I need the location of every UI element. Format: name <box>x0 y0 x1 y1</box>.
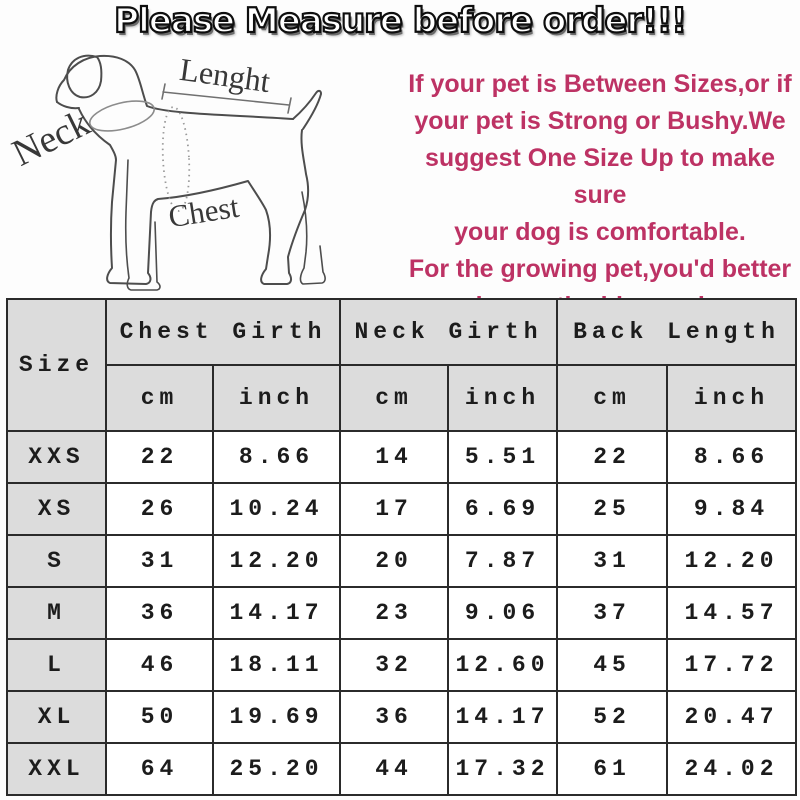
table-cell: 10.24 <box>211 482 342 536</box>
neck-girth-loop <box>89 100 155 132</box>
length-label: Lenght <box>178 52 273 99</box>
table-row: XXL 64 25.20 44 17.32 61 24.02 <box>6 742 798 796</box>
table-cell: 46 <box>105 638 214 692</box>
col-header-neck-girth: Neck Girth <box>339 298 559 366</box>
size-label: XS <box>6 482 107 536</box>
unit-header: inch <box>447 364 559 432</box>
page-title: Please Measure before order!!! <box>113 0 688 42</box>
table-cell: 25 <box>556 482 669 536</box>
table-cell: 50 <box>105 690 214 744</box>
advice-line: your dog is comfortable. <box>454 218 746 246</box>
length-measure-line <box>161 83 292 114</box>
table-row: L 46 18.11 32 12.60 45 17.72 <box>6 638 798 692</box>
dog-measurement-diagram: Neck Lenght Chest <box>6 52 326 291</box>
table-cell: 17.72 <box>666 638 798 692</box>
table-cell: 20 <box>339 534 450 588</box>
size-label: L <box>6 638 107 692</box>
table-cell: 17.32 <box>447 742 559 796</box>
chest-label: Chest <box>166 189 242 235</box>
advice-line: your pet is Strong or Bushy.We <box>414 107 786 135</box>
unit-header: cm <box>556 364 669 432</box>
table-cell: 37 <box>556 586 669 640</box>
table-row: XS 26 10.24 17 6.69 25 9.84 <box>6 482 798 536</box>
col-header-back-length: Back Length <box>556 298 798 366</box>
table-cell: 8.66 <box>211 430 342 484</box>
table-cell: 36 <box>339 690 450 744</box>
table-cell: 14.57 <box>666 586 798 640</box>
table-cell: 61 <box>556 742 669 796</box>
col-header-size: Size <box>6 298 107 432</box>
dog-ear <box>66 54 103 99</box>
size-table: Size Chest Girth Neck Girth Back Length … <box>6 298 798 796</box>
table-cell: 64 <box>105 742 214 796</box>
table-row: XXS 22 8.66 14 5.51 22 8.66 <box>6 430 798 484</box>
advice-line: If your pet is Between Sizes,or if <box>408 70 792 98</box>
table-cell: 8.66 <box>666 430 798 484</box>
table-cell: 20.47 <box>666 690 798 744</box>
table-cell: 12.60 <box>447 638 559 692</box>
table-cell: 31 <box>556 534 669 588</box>
table-row: XL 50 19.69 36 14.17 52 20.47 <box>6 690 798 744</box>
table-cell: 14.17 <box>211 586 342 640</box>
unit-header: cm <box>105 364 214 432</box>
table-cell: 6.69 <box>447 482 559 536</box>
table-cell: 14 <box>339 430 450 484</box>
table-cell: 23 <box>339 586 450 640</box>
table-cell: 36 <box>105 586 214 640</box>
unit-header: inch <box>666 364 798 432</box>
table-cell: 12.20 <box>211 534 342 588</box>
table-cell: 19.69 <box>211 690 342 744</box>
table-cell: 52 <box>556 690 669 744</box>
table-cell: 24.02 <box>666 742 798 796</box>
table-cell: 22 <box>556 430 669 484</box>
table-cell: 44 <box>339 742 450 796</box>
table-row: M 36 14.17 23 9.06 37 14.57 <box>6 586 798 640</box>
unit-header: inch <box>211 364 342 432</box>
table-cell: 5.51 <box>447 430 559 484</box>
col-header-chest-girth: Chest Girth <box>104 298 342 366</box>
size-label: M <box>6 586 107 640</box>
table-cell: 22 <box>105 430 214 484</box>
size-label: XL <box>6 690 107 744</box>
table-cell: 7.87 <box>447 534 559 588</box>
advice-line: For the growing pet,you'd better <box>408 255 792 283</box>
unit-header: cm <box>339 364 450 432</box>
table-cell: 45 <box>556 638 669 692</box>
dog-far-hind-leg <box>299 191 326 285</box>
dog-outline <box>55 54 294 120</box>
size-label: XXL <box>6 742 107 796</box>
neck-label: Neck <box>6 102 96 175</box>
table-row: S 31 12.20 20 7.87 31 12.20 <box>6 534 798 588</box>
table-cell: 12.20 <box>666 534 798 588</box>
table-cell: 14.17 <box>447 690 559 744</box>
table-cell: 18.11 <box>211 638 342 692</box>
dog-tail <box>292 89 322 130</box>
dog-far-front-leg <box>124 159 161 291</box>
table-cell: 17 <box>339 482 450 536</box>
dog-body-outline <box>56 101 310 285</box>
table-cell: 31 <box>105 534 214 588</box>
table-cell: 26 <box>105 482 214 536</box>
table-cell: 25.20 <box>211 742 342 796</box>
table-cell: 9.06 <box>447 586 559 640</box>
size-label: S <box>6 534 107 588</box>
table-cell: 32 <box>339 638 450 692</box>
sizing-advice: If your pet is Between Sizes,or if your … <box>402 66 798 325</box>
table-cell: 9.84 <box>666 482 798 536</box>
advice-line: suggest One Size Up to make sure <box>424 144 776 209</box>
size-label: XXS <box>6 430 107 484</box>
